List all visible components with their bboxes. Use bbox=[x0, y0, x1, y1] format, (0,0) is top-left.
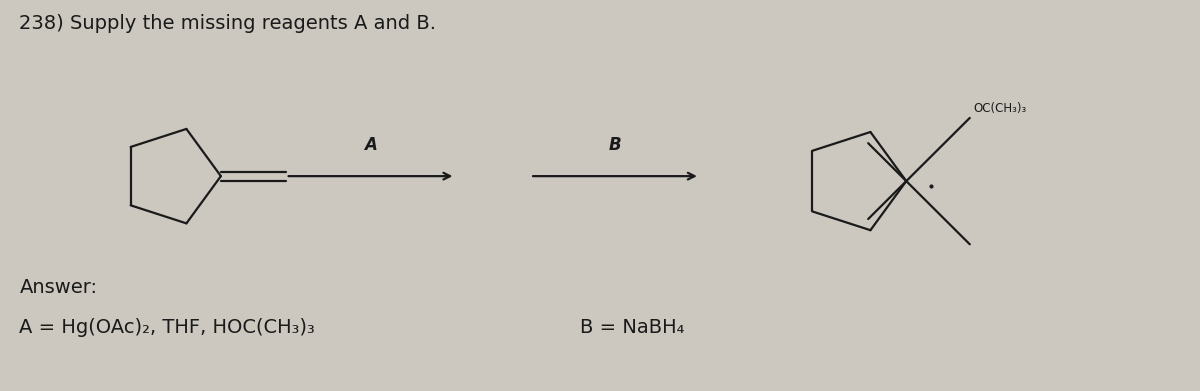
Text: 238) Supply the missing reagents A and B.: 238) Supply the missing reagents A and B… bbox=[19, 14, 437, 33]
Text: Answer:: Answer: bbox=[19, 278, 97, 298]
Text: B = NaBH₄: B = NaBH₄ bbox=[580, 318, 684, 337]
Text: OC(CH₃)₃: OC(CH₃)₃ bbox=[973, 102, 1027, 115]
Text: B: B bbox=[608, 136, 622, 154]
Text: A = Hg(OAc)₂, THF, HOC(CH₃)₃: A = Hg(OAc)₂, THF, HOC(CH₃)₃ bbox=[19, 318, 316, 337]
Text: A: A bbox=[364, 136, 377, 154]
